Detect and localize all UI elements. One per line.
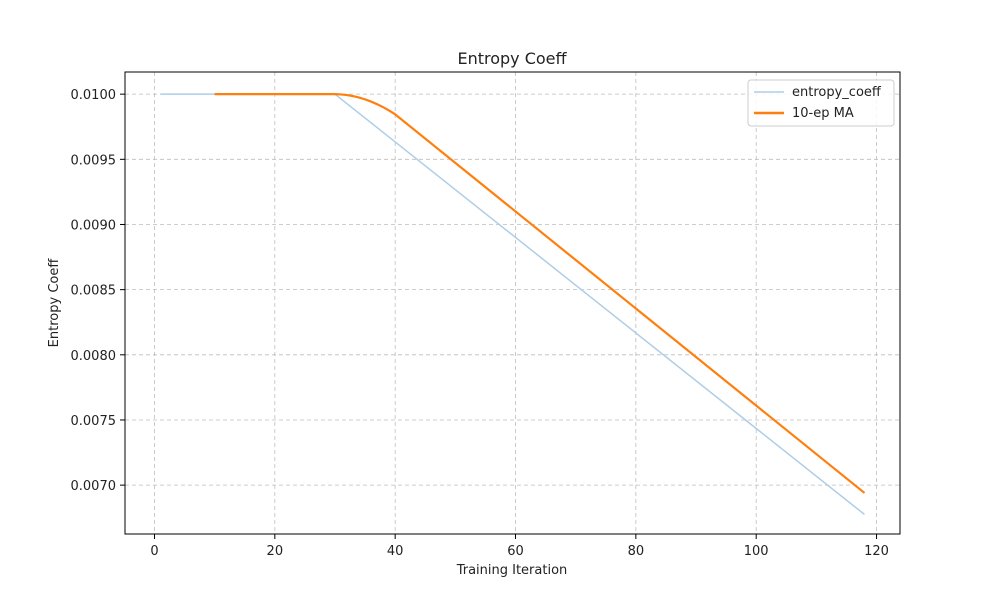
y-tick-label: 0.0080	[71, 349, 117, 364]
x-axis-ticks: 0 20 40 60 80 100 120	[150, 534, 889, 559]
grid	[125, 72, 900, 534]
x-tick-label: 20	[267, 544, 284, 559]
series-line-entropy-coeff	[160, 93, 865, 516]
x-axis-label: Training Iteration	[456, 563, 568, 578]
legend-label-entropy-coeff: entropy_coeff	[792, 85, 882, 100]
y-tick-label: 0.0090	[71, 218, 117, 233]
y-tick-label: 0.0100	[71, 88, 117, 103]
legend-label-10-ep-ma: 10-ep MA	[792, 106, 854, 121]
x-tick-label: 0	[150, 544, 158, 559]
x-tick-label: 100	[744, 544, 769, 559]
y-axis-ticks: 0.0070 0.0075 0.0080 0.0085 0.0090 0.0095 0.01…	[71, 88, 125, 494]
x-tick-label: 60	[507, 544, 524, 559]
legend-box	[747, 79, 895, 127]
x-tick-label: 40	[387, 544, 404, 559]
y-tick-label: 0.0085	[71, 284, 117, 299]
series-layer	[160, 93, 866, 516]
x-tick-label: 80	[628, 544, 645, 559]
y-tick-label: 0.0095	[71, 153, 117, 168]
y-axis-label: Entropy Coeff	[47, 258, 62, 348]
x-tick-label: 120	[864, 544, 889, 559]
series-line-10-ep-ma	[214, 93, 866, 494]
chart-title: Entropy Coeff	[457, 49, 567, 68]
plot-frame	[124, 71, 901, 535]
y-tick-label: 0.0070	[71, 479, 117, 494]
y-tick-label: 0.0075	[71, 414, 117, 429]
legend: entropy_coeff 10-ep MA	[747, 79, 895, 127]
